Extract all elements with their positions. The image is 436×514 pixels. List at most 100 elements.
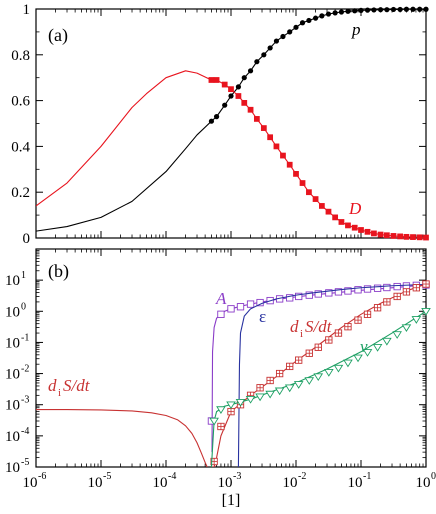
panel-b-series-dis-dt-low-label-subscript: i bbox=[58, 387, 61, 399]
panel-b-y-tick-label: 10 bbox=[5, 335, 20, 351]
panel-b-series-dis-dt-point bbox=[266, 376, 274, 385]
panel-a-series-d-point bbox=[383, 232, 390, 239]
panel-b-series-v-point bbox=[313, 373, 324, 382]
panel-b-series-a-point bbox=[383, 283, 391, 292]
panel-a-series-d-label: D bbox=[348, 199, 362, 218]
panel-b-x-tick-exponent: 0 bbox=[431, 471, 436, 482]
panel-a-series-d-point bbox=[208, 77, 215, 83]
panel-a-frame bbox=[35, 8, 427, 239]
panel-b-y-tick-exponent: -5 bbox=[21, 457, 29, 468]
panel-a-series-d-point bbox=[345, 222, 351, 229]
panel-a-series-d-point bbox=[267, 134, 274, 141]
panel-b-x-tick-label: 10 bbox=[416, 475, 431, 491]
panel-b-series-v-point bbox=[362, 349, 373, 357]
panel-a-series-p-point bbox=[332, 10, 338, 16]
panel-a-series-d-point bbox=[221, 81, 228, 88]
panel-a-series-d-point bbox=[351, 224, 358, 231]
panel-b-series-v-point bbox=[226, 401, 236, 410]
panel-a-series-d-point bbox=[416, 234, 423, 241]
panel-a-series-d-point bbox=[260, 125, 267, 131]
panel-a-series-p-point bbox=[319, 13, 325, 19]
panel-a: 0 0.2 0.4 0.6 0.8 1 (a) p D bbox=[11, 2, 429, 247]
panel-a-series-d-point bbox=[312, 196, 319, 202]
panel-b-series-v-point bbox=[353, 354, 363, 363]
panel-b: 10 -510 -410 -310 -210 -110 010 110 -6 10 -5 10 -4 10… bbox=[5, 248, 436, 509]
panel-b-x-tick-label: 10 bbox=[283, 475, 298, 491]
panel-a-series-d-point bbox=[235, 93, 242, 99]
panel-a-series-d-point bbox=[241, 100, 248, 106]
panel-b-series-dis-dt-low-line bbox=[36, 408, 208, 467]
panel-a-series-p-point bbox=[261, 52, 267, 58]
panel-a-series-p-line-marked bbox=[211, 9, 426, 122]
panel-b-series-dis-dt-point bbox=[373, 304, 382, 312]
panel-a-series-d-point bbox=[293, 171, 299, 177]
panel-b-series-a-point bbox=[393, 282, 401, 291]
panel-b-series-a-point bbox=[363, 285, 372, 293]
panel-b-y-tick-exponent: 0 bbox=[21, 301, 26, 312]
panel-b-series-a-label: A bbox=[215, 289, 227, 308]
panel-a-series-d-point bbox=[338, 219, 345, 225]
panel-b-series-v-point bbox=[343, 359, 353, 368]
panel-a-series-p-point bbox=[293, 24, 299, 30]
panel-a-series-p-point bbox=[410, 6, 416, 12]
panel-a-series-d-point bbox=[273, 143, 280, 150]
panel-b-series-dis-dt-low-label-d: d bbox=[48, 376, 57, 395]
panel-a-series-p-point bbox=[299, 20, 306, 26]
panel-a-series-p-point bbox=[213, 114, 220, 120]
panel-b-frame bbox=[35, 248, 427, 468]
panel-a-series-p-point bbox=[273, 38, 280, 44]
panel-b-series-v-point bbox=[421, 308, 431, 316]
panel-b-series-dis-dt-point bbox=[314, 343, 322, 351]
panel-a-series-d-point bbox=[410, 234, 416, 240]
panel-b-series-v-point bbox=[411, 316, 422, 324]
panel-a-series-p-point bbox=[423, 6, 429, 12]
panel-a-series-d-point bbox=[318, 203, 325, 209]
panel-a-series-p-point bbox=[306, 17, 312, 24]
panel-a-series-p-point bbox=[345, 8, 351, 14]
panel-b-series-dis-dt-label-subscript: i bbox=[300, 328, 303, 340]
panel-b-series-epsilon-label: ε bbox=[259, 307, 266, 326]
panel-b-x-tick-exponent: -2 bbox=[298, 471, 306, 482]
panel-b-series-a-point bbox=[334, 288, 343, 296]
panel-a-series-d-point bbox=[213, 77, 220, 83]
panel-b-x-tick-exponent: -6 bbox=[38, 471, 46, 482]
panel-a-series-p-point bbox=[287, 29, 293, 35]
panel-b-series-a-point bbox=[344, 287, 352, 295]
panel-a-y-tick-label: 0.4 bbox=[11, 139, 30, 155]
panel-b-y-tick-exponent: -1 bbox=[21, 332, 29, 343]
panel-b-y-tick-exponent: 1 bbox=[21, 270, 26, 281]
panel-b-series-v-point bbox=[274, 387, 285, 396]
panel-b-y-tick-label: 10 bbox=[5, 304, 20, 320]
panel-a-y-tick-label: 0.8 bbox=[11, 48, 30, 64]
panel-a-series-d-point bbox=[397, 233, 404, 240]
panel-a-series-d-point bbox=[364, 228, 371, 235]
panel-b-series-v-point bbox=[401, 324, 412, 333]
panel-b-series-v-point bbox=[265, 390, 275, 399]
panel-b-series-a-point bbox=[246, 300, 255, 308]
panel-b-series-dis-dt-point bbox=[363, 310, 372, 318]
panel-a-series-p-point bbox=[325, 11, 332, 17]
panel-b-series-a-point bbox=[314, 290, 322, 298]
panel-b-series-dis-dt-point bbox=[305, 349, 313, 357]
panel-b-series-dis-dt-point bbox=[295, 356, 303, 364]
panel-b-x-tick-label: 10 bbox=[348, 475, 363, 491]
panel-a-y-tick-label: 0.2 bbox=[11, 185, 30, 201]
panel-b-series-dis-dt-point bbox=[354, 316, 362, 324]
panel-a-series-p-point bbox=[222, 102, 228, 108]
panel-a-series-p-point bbox=[390, 6, 397, 13]
panel-b-series-a-point bbox=[402, 282, 411, 290]
panel-b-series-dis-dt-point bbox=[227, 407, 235, 416]
panel-a-series-p-point bbox=[352, 8, 358, 14]
panel-b-x-tick-exponent: -3 bbox=[233, 471, 241, 482]
panel-b-series-dis-dt-point bbox=[217, 422, 225, 431]
panel-a-series-p-point bbox=[364, 7, 371, 13]
panel-b-series-dis-dt-label-d: d bbox=[290, 317, 299, 336]
panel-a-series-p-point bbox=[267, 45, 273, 51]
panel-a-series-p-point bbox=[338, 9, 345, 15]
panel-b-y-tick-label: 10 bbox=[5, 429, 20, 445]
panel-a-series-d-line-marked bbox=[211, 79, 426, 238]
panel-a-series-p-point bbox=[241, 75, 247, 81]
panel-a-series-d-point bbox=[377, 231, 384, 238]
panel-a-series-d-point bbox=[371, 230, 377, 237]
panel-b-series-v-label: v bbox=[360, 337, 368, 356]
